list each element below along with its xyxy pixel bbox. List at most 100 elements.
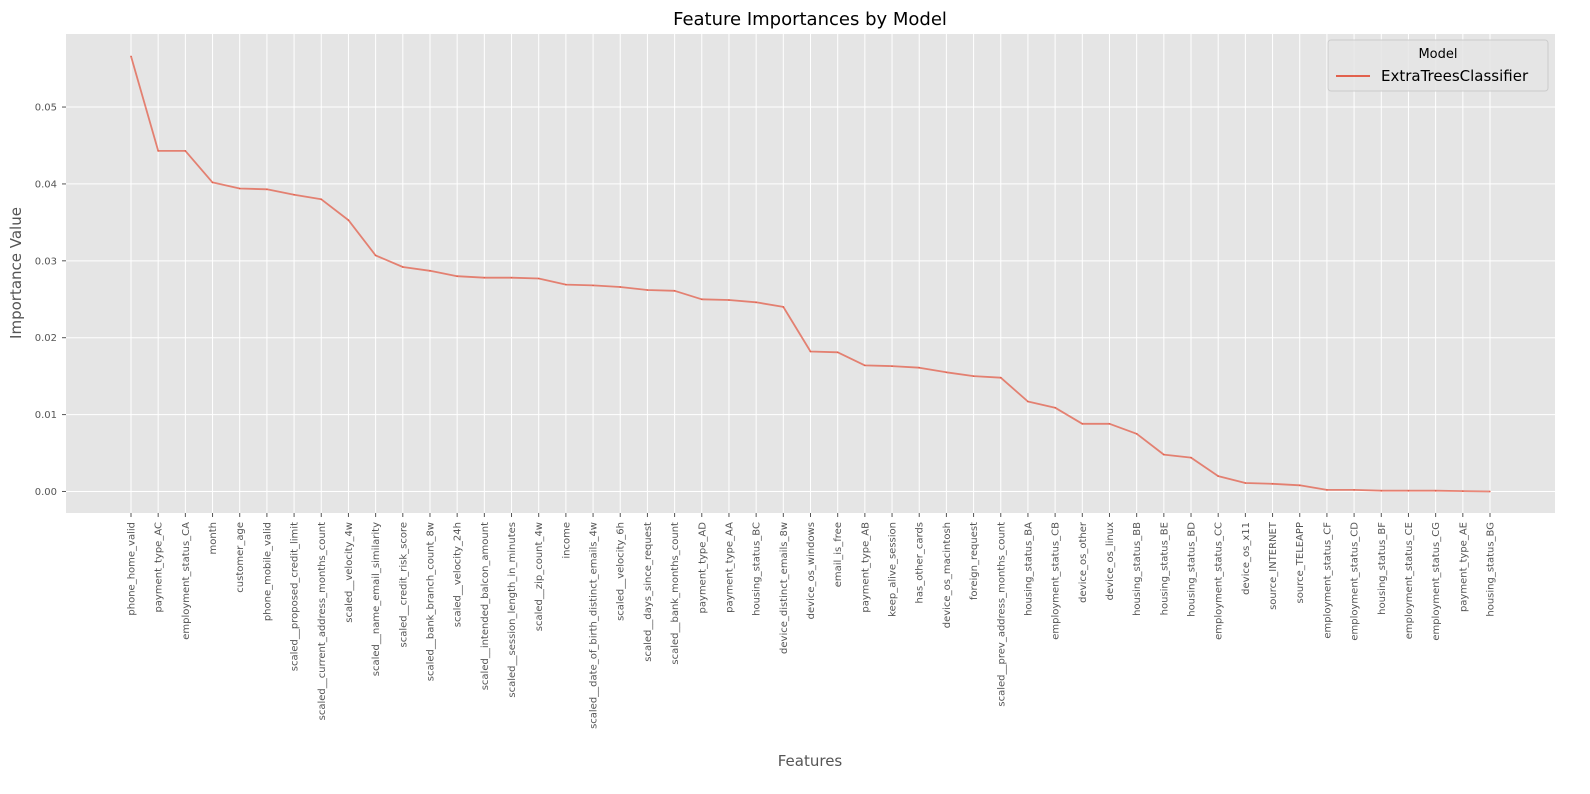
- data-point: [1108, 423, 1111, 425]
- data-point: [211, 181, 214, 184]
- x-tick-label: keep_alive_session: [888, 522, 899, 617]
- chart-title: Feature Importances by Model: [673, 9, 947, 30]
- x-tick-label: scaled__zip_count_4w: [534, 522, 545, 631]
- data-point: [945, 371, 948, 374]
- x-tick-label: scaled__intended_balcon_amount: [480, 522, 491, 690]
- y-tick-label: 0.04: [35, 179, 57, 190]
- data-point: [1054, 406, 1056, 409]
- data-point: [918, 366, 921, 369]
- data-point: [864, 364, 866, 367]
- data-point: [1353, 489, 1355, 491]
- x-tick-label: device_distinct_emails_8w: [779, 522, 790, 654]
- x-tick-label: scaled__session_length_in_minutes: [507, 522, 518, 698]
- x-tick-label: scaled__days_since_request: [643, 522, 654, 662]
- data-point: [510, 276, 513, 279]
- data-point: [1027, 400, 1029, 403]
- data-point: [293, 193, 295, 196]
- x-tick-label: device_os_x11: [1241, 522, 1252, 595]
- legend: Model ExtraTreesClassifier: [1327, 39, 1549, 92]
- data-point: [1081, 423, 1084, 425]
- data-point: [1380, 489, 1383, 492]
- data-point: [565, 283, 567, 286]
- x-tick-label: payment_type_AC: [154, 522, 165, 613]
- x-tick-label: source_TELEAPP: [1295, 522, 1306, 603]
- data-point: [347, 219, 350, 221]
- data-point: [266, 188, 268, 191]
- x-tick-label: scaled__date_of_birth_distinct_emails_4w: [589, 522, 600, 729]
- x-tick-label: housing_status_BF: [1377, 522, 1388, 615]
- x-axis-ticks: phone_home_valid payment_type_AC employmen…: [127, 513, 1497, 729]
- x-tick-label: scaled__current_address_months_count: [317, 522, 328, 720]
- x-tick-label: employment_status_CF: [1322, 522, 1333, 639]
- x-tick-label: device_os_other: [1078, 521, 1089, 603]
- data-point: [728, 299, 730, 301]
- x-tick-label: scaled__bank_branch_count_8w: [425, 522, 436, 681]
- data-point: [619, 286, 622, 288]
- x-tick-label: employment_status_CD: [1350, 522, 1361, 641]
- x-tick-label: housing_status_BG: [1486, 522, 1497, 617]
- y-tick-label: 0.05: [35, 103, 57, 114]
- x-tick-label: foreign_request: [969, 522, 980, 600]
- x-tick-label: has_other_cards: [915, 522, 926, 603]
- data-point: [1271, 482, 1274, 485]
- data-point: [1489, 490, 1491, 493]
- x-tick-label: phone_mobile_valid: [262, 522, 273, 621]
- data-point: [782, 306, 785, 308]
- x-tick-label: income: [561, 522, 572, 559]
- y-tick-label: 0.00: [35, 487, 57, 498]
- data-point: [836, 351, 839, 354]
- x-tick-label: housing_status_BE: [1159, 522, 1170, 615]
- data-point: [972, 375, 975, 377]
- data-point: [1407, 489, 1410, 492]
- data-point: [1462, 490, 1464, 492]
- data-point: [1244, 482, 1247, 484]
- x-tick-label: month: [208, 522, 219, 554]
- data-point: [1298, 484, 1301, 487]
- data-point: [1135, 433, 1138, 435]
- y-tick-label: 0.02: [35, 333, 57, 344]
- legend-title: Model: [1418, 47, 1457, 62]
- data-point: [184, 150, 187, 152]
- data-point: [646, 289, 649, 291]
- data-point: [1163, 453, 1165, 456]
- x-tick-label: customer_age: [235, 522, 246, 593]
- data-point: [374, 254, 377, 257]
- legend-box: [1327, 39, 1549, 92]
- y-tick-label: 0.01: [35, 410, 57, 421]
- data-point: [483, 276, 486, 279]
- x-tick-label: scaled__velocity_24h: [453, 522, 464, 627]
- x-tick-label: housing_status_BB: [1132, 522, 1143, 616]
- x-tick-label: scaled__prev_address_months_count: [996, 522, 1007, 707]
- data-point: [755, 301, 757, 304]
- data-point: [456, 275, 458, 277]
- x-tick-label: employment_status_CG: [1431, 522, 1442, 641]
- data-point: [537, 277, 540, 280]
- x-tick-label: employment_status_CB: [1051, 522, 1062, 640]
- data-point: [1326, 489, 1328, 491]
- x-tick-label: source_INTERNET: [1268, 521, 1279, 610]
- data-point: [320, 198, 323, 201]
- data-point: [673, 289, 676, 292]
- x-tick-label: scaled__credit_risk_score: [398, 522, 409, 647]
- y-axis-label: Importance Value: [7, 207, 25, 339]
- data-point: [1190, 456, 1192, 459]
- data-point: [1434, 489, 1437, 492]
- series-lines: [130, 55, 1491, 493]
- x-axis-label: Features: [778, 752, 843, 770]
- data-point: [429, 270, 431, 272]
- x-tick-label: payment_type_AA: [724, 522, 735, 613]
- x-tick-label: device_os_macintosh: [942, 522, 953, 628]
- x-tick-label: scaled__name_email_similarity: [371, 522, 382, 676]
- data-point: [238, 187, 241, 190]
- x-tick-label: scaled__bank_months_count: [670, 522, 681, 665]
- data-point: [402, 266, 404, 268]
- x-tick-label: phone_home_valid: [127, 522, 138, 616]
- data-point: [891, 365, 893, 367]
- x-tick-label: housing_status_BC: [752, 522, 763, 616]
- x-tick-label: device_os_windows: [806, 522, 817, 619]
- data-point: [592, 284, 594, 287]
- data-point: [809, 350, 812, 353]
- legend-entry-label: ExtraTreesClassifier: [1381, 67, 1529, 85]
